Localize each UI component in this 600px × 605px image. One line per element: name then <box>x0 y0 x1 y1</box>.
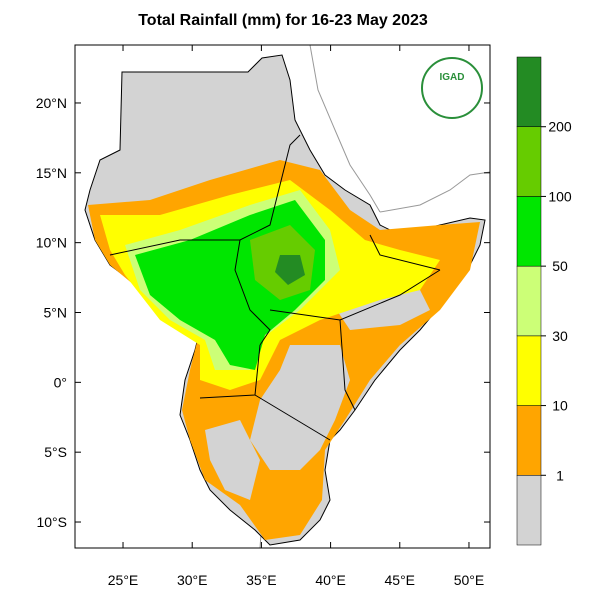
borders <box>109 134 441 441</box>
border <box>234 239 271 346</box>
y-tick-label: 20°N <box>36 95 67 111</box>
colorbar-label: 30 <box>552 328 568 344</box>
map-frame <box>74 44 491 549</box>
border <box>269 269 441 321</box>
colorbar-label: 50 <box>552 258 568 274</box>
y-tick-label: 10°S <box>36 514 67 530</box>
rain-extreme <box>275 255 305 285</box>
colorbar: 1 10 30 50 100 200 <box>516 56 572 546</box>
colorbar-segment <box>516 475 542 546</box>
x-tick-label: 30°E <box>177 572 208 588</box>
border <box>109 134 301 256</box>
colorbar-segment <box>516 56 542 127</box>
colorbar-label: 200 <box>548 119 572 135</box>
arabia-coast <box>379 171 491 213</box>
x-tick-label: 25°E <box>108 572 139 588</box>
y-tick-label: 5°S <box>44 444 67 460</box>
y-tick-label: 5°N <box>44 304 68 320</box>
rain-dry <box>205 420 260 500</box>
y-tick-label: 10°N <box>36 235 67 251</box>
border <box>369 234 441 271</box>
colorbar-label: 100 <box>548 188 572 204</box>
colorbar-segment <box>516 405 542 476</box>
x-tick-label: 35°E <box>246 572 277 588</box>
rain-dry <box>250 345 350 470</box>
colorbar-label: 1 <box>556 467 564 483</box>
x-tick-label: 45°E <box>385 572 416 588</box>
red-sea-coast <box>309 44 381 213</box>
logo-text: IGAD <box>440 72 465 83</box>
colorbar-segment <box>516 196 542 267</box>
map: IGAD 25°E 30°E 35°E 40°E 45°E 50°E 20°N 15°N 10°… <box>36 44 491 588</box>
colorbar-segment <box>516 335 542 406</box>
colorbar-segment <box>516 265 542 337</box>
colorbar-label: 10 <box>552 398 568 414</box>
border <box>254 394 331 441</box>
title: Total Rainfall (mm) for 16-23 May 2023 <box>138 12 428 29</box>
y-tick-label: 0° <box>54 374 67 390</box>
x-tick-label: 50°E <box>454 572 485 588</box>
y-tick-label: 15°N <box>36 165 67 181</box>
x-tick-label: 40°E <box>315 572 346 588</box>
colorbar-segment <box>516 126 542 197</box>
logo <box>421 57 483 119</box>
border <box>339 319 356 411</box>
